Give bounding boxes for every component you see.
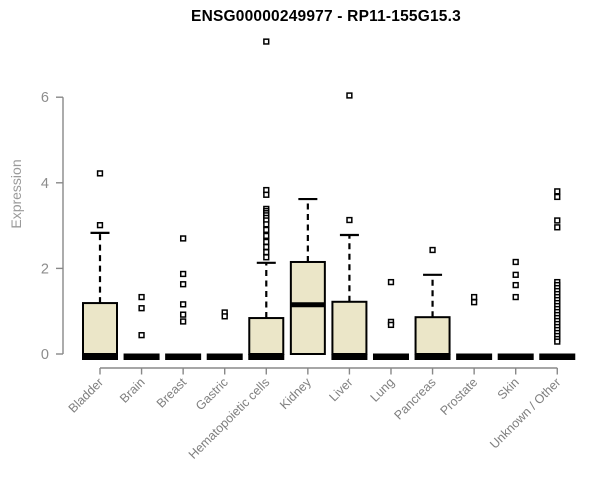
box-rect	[414, 316, 451, 355]
y-tick-label: 0	[41, 347, 49, 363]
outlier-point	[554, 224, 561, 231]
median-line	[331, 354, 368, 360]
box-group-gastric	[206, 309, 243, 360]
outlier-point	[554, 193, 561, 201]
x-axis-label: Gastric	[193, 375, 231, 413]
box-group-pancreas	[414, 246, 451, 360]
outlier-point	[263, 254, 270, 261]
median-line	[248, 354, 285, 360]
collapsed-box-bar	[123, 353, 160, 360]
collapsed-box-bar	[539, 353, 576, 360]
x-axis-label: Pancreas	[391, 375, 438, 422]
box-rect	[289, 260, 326, 356]
outlier-point	[263, 248, 270, 256]
outlier-point	[512, 293, 519, 301]
outlier-point	[387, 321, 395, 329]
outlier-point	[346, 216, 353, 224]
collapsed-box-bar	[206, 353, 243, 360]
box-group-breast	[165, 235, 202, 360]
y-axis: 0 2 4 6	[41, 90, 64, 363]
box-group-bladder	[82, 170, 118, 360]
y-tick-label: 2	[41, 261, 49, 277]
outlier-point	[554, 338, 561, 345]
box-group-skin	[497, 258, 534, 360]
outlier-point	[263, 232, 270, 240]
outlier-point	[179, 281, 187, 288]
outlier-point	[138, 332, 145, 339]
outlier-point	[179, 270, 187, 278]
y-tick-label: 6	[41, 90, 49, 106]
outlier-point	[263, 38, 270, 45]
outlier-point	[138, 305, 145, 312]
outlier-point	[179, 318, 187, 325]
outlier-point	[96, 222, 104, 229]
box-rect	[82, 302, 118, 355]
outlier-point	[179, 235, 187, 242]
box-rect	[331, 300, 368, 355]
outlier-point	[263, 238, 270, 246]
x-axis-label: Lung	[368, 375, 398, 405]
outlier-point	[512, 281, 519, 289]
x-axis-label: Brain	[117, 375, 148, 406]
x-axis-label: Kidney	[277, 375, 314, 412]
box-group-brain	[123, 293, 160, 360]
outlier-point	[554, 188, 561, 195]
box-group-prostate	[456, 293, 493, 360]
box-group-kidney	[289, 197, 326, 356]
box-group-hematopoietic-cells	[248, 38, 285, 360]
x-axis-label: Breast	[154, 375, 190, 411]
outlier-point	[179, 301, 187, 308]
outlier-point	[346, 92, 353, 99]
outlier-point	[221, 313, 228, 320]
x-axis-label: Liver	[326, 375, 355, 404]
outlier-point	[138, 293, 145, 301]
outlier-point	[512, 258, 519, 266]
outlier-point	[263, 226, 270, 234]
chart-title: ENSG00000249977 - RP11-155G15.3	[191, 8, 461, 25]
collapsed-box-bar	[165, 353, 202, 360]
x-axis-label: Bladder	[66, 375, 106, 415]
x-axis-label: Skin	[495, 375, 522, 402]
x-axis-label: Unknown / Other	[487, 375, 563, 451]
box-rect	[248, 317, 285, 356]
y-axis-title: Expression	[8, 159, 24, 229]
collapsed-box-bar	[372, 353, 409, 360]
box-group-unknown-other	[539, 188, 576, 360]
outlier-point	[96, 170, 104, 177]
median-line	[82, 354, 118, 360]
outlier-point	[263, 191, 270, 198]
outlier-point	[512, 271, 519, 278]
box-group-liver	[331, 92, 368, 360]
collapsed-box-bar	[456, 353, 493, 360]
outlier-point	[263, 243, 270, 251]
outlier-point	[387, 278, 395, 286]
outlier-point	[470, 299, 478, 306]
x-axis-label: Hematopoietic cells	[186, 375, 273, 462]
outlier-point	[263, 221, 270, 228]
outlier-point	[470, 293, 478, 301]
collapsed-box-bar	[497, 353, 534, 360]
outlier-point	[554, 217, 561, 224]
x-axis-label: Prostate	[437, 375, 480, 418]
y-tick-label: 4	[41, 176, 49, 192]
outlier-point	[179, 311, 187, 318]
outlier-point	[429, 246, 436, 254]
median-line	[414, 354, 451, 360]
box-group-lung	[372, 278, 409, 360]
